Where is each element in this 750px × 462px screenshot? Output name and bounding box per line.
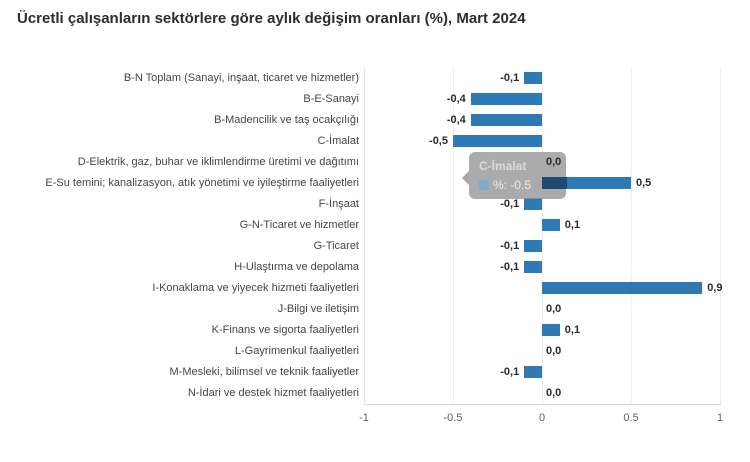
bar[interactable]: [542, 282, 703, 294]
category-label: F-İnşaat: [318, 198, 359, 210]
tooltip: C-İmalat %: -0.5: [462, 152, 566, 199]
value-label: -0,4: [446, 93, 466, 105]
category-label: M-Mesleki, bilimsel ve teknik faaliyetle…: [169, 366, 360, 378]
tooltip-arrow-icon: [462, 171, 469, 185]
category-label: N-İdari ve destek hizmet faaliyetleri: [187, 387, 359, 399]
bar[interactable]: [470, 114, 542, 126]
category-label: B-Madencilik ve taş ocakçılığı: [214, 114, 359, 126]
bar[interactable]: [453, 135, 542, 147]
x-tick-label: 1: [716, 412, 724, 424]
tooltip-value-row: %: -0.5: [479, 178, 556, 192]
category-label: L-Gayrimenkul faaliyetleri: [234, 345, 359, 357]
x-axis-line: [364, 404, 721, 405]
value-label: 0,9: [707, 282, 723, 294]
bar[interactable]: [542, 219, 560, 231]
bar[interactable]: [524, 198, 542, 210]
value-label: 0,0: [546, 387, 562, 399]
value-label: -0,1: [500, 366, 520, 378]
category-label: I-Konaklama ve yiyecek hizmeti faaliyetl…: [152, 282, 359, 294]
value-label: -0,4: [446, 114, 466, 126]
gridline: [364, 68, 365, 404]
bar[interactable]: [524, 240, 542, 252]
value-label: -0,1: [500, 261, 520, 273]
bar-segment-under-tooltip: [542, 177, 567, 189]
gridline: [453, 68, 454, 404]
gridline: [542, 68, 543, 404]
tooltip-title: C-İmalat: [479, 159, 527, 173]
chart-title: Ücretli çalışanların sektörlere göre ayl…: [17, 10, 526, 27]
category-label: D-Elektrik, gaz, buhar ve iklimlendirme …: [77, 156, 359, 168]
value-label: -0,1: [500, 72, 520, 84]
series-marker-icon: [479, 180, 489, 190]
category-label: J-Bilgi ve iletişim: [277, 303, 359, 315]
category-label: G-Ticaret: [313, 240, 359, 252]
x-tick-label: -1: [359, 412, 369, 424]
tooltip-value: %: -0.5: [493, 178, 532, 192]
category-label: B-N Toplam (Sanayi, inşaat, ticaret ve h…: [123, 72, 359, 84]
gridline: [631, 68, 632, 404]
value-label: 0,0: [546, 156, 562, 168]
bar[interactable]: [524, 366, 542, 378]
bar[interactable]: [524, 72, 542, 84]
x-tick-label: -0.5: [443, 412, 463, 424]
category-label: K-Finans ve sigorta faaliyetleri: [211, 324, 359, 336]
value-label: 0,1: [564, 219, 581, 231]
category-label: C-İmalat: [317, 135, 359, 147]
category-label: H-Ulaştırma ve depolama: [234, 261, 359, 273]
bar[interactable]: [470, 93, 542, 105]
category-label: E-Su temini; kanalizasyon, atık yönetimi…: [45, 177, 359, 189]
value-label: -0,1: [500, 240, 520, 252]
x-tick-label: 0: [538, 412, 546, 424]
value-label: 0,5: [636, 177, 652, 189]
value-label: 0,0: [546, 303, 562, 315]
gridline: [720, 68, 721, 404]
bar[interactable]: [524, 261, 542, 273]
value-label: -0,5: [429, 135, 448, 147]
value-label: 0,0: [546, 345, 562, 357]
category-label: G-N-Ticaret ve hizmetler: [239, 219, 359, 231]
bar[interactable]: [542, 324, 560, 336]
value-label: 0,1: [564, 324, 581, 336]
category-label: B-E-Sanayi: [303, 93, 359, 105]
value-label: -0,1: [500, 198, 520, 210]
x-tick-label: 0.5: [623, 412, 639, 424]
